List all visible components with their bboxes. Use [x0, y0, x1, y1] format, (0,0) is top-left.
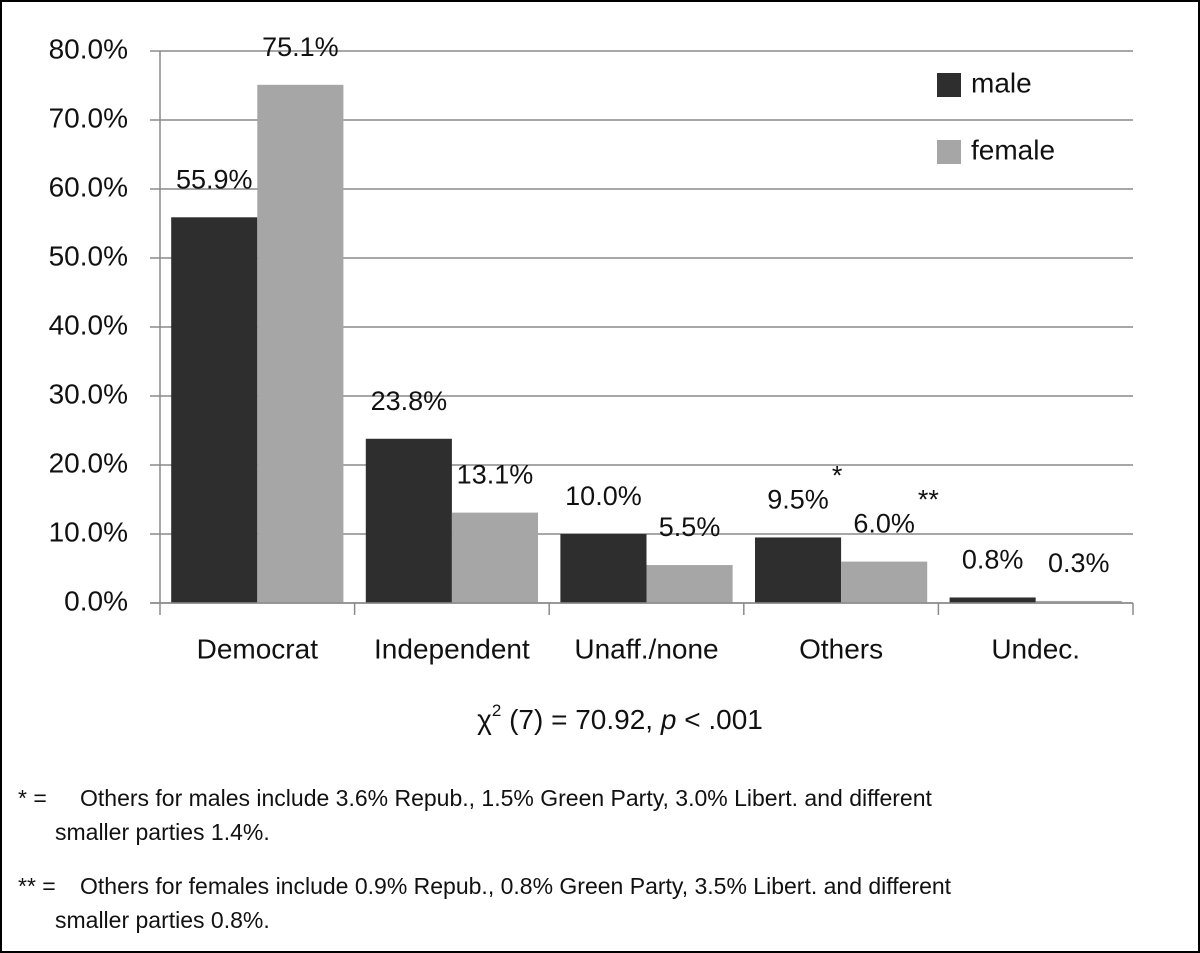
y-tick-label: 10.0% — [49, 516, 128, 547]
data-label: 75.1% — [262, 32, 339, 62]
x-tick-label: Undec. — [991, 633, 1080, 664]
y-tick-label: 60.0% — [49, 171, 128, 202]
data-label-note: * — [832, 461, 843, 491]
y-tick-label: 30.0% — [49, 378, 128, 409]
bar — [365, 438, 452, 603]
y-tick-label: 80.0% — [49, 33, 128, 64]
bar — [257, 84, 344, 603]
data-label: 23.8% — [371, 386, 448, 416]
bar — [560, 534, 647, 603]
footnote-marker: * = — [18, 785, 47, 811]
y-tick-label: 40.0% — [49, 309, 128, 340]
stat-italic: p — [660, 704, 677, 735]
footnote-text: smaller parties 0.8%. — [55, 907, 270, 933]
data-label: 13.1% — [457, 460, 534, 490]
footnote-text: Others for males include 3.6% Repub., 1.… — [80, 785, 932, 811]
stat-superscript: 2 — [492, 701, 501, 720]
bar — [1035, 600, 1122, 603]
x-tick-label: Others — [799, 633, 883, 664]
x-tick-label: Unaff./none — [574, 633, 718, 664]
data-label: 55.9% — [176, 164, 253, 194]
bar — [841, 561, 928, 603]
bar — [646, 565, 733, 603]
y-tick-label: 0.0% — [64, 585, 128, 616]
y-tick-label: 70.0% — [49, 102, 128, 133]
x-tick-label: Democrat — [197, 633, 319, 664]
data-label: 0.8% — [962, 545, 1024, 575]
data-label: 9.5% — [767, 485, 829, 515]
footnote-text: smaller parties 1.4%. — [55, 819, 270, 845]
data-label: 0.3% — [1048, 548, 1110, 578]
footnote-text: Others for females include 0.9% Repub., … — [80, 873, 952, 899]
bar — [754, 537, 842, 603]
bar — [451, 512, 539, 603]
data-label: 5.5% — [659, 512, 721, 542]
footnote-marker: ** = — [18, 873, 56, 899]
y-tick-label: 20.0% — [49, 447, 128, 478]
stat-end: < .001 — [676, 704, 762, 735]
legend-label: male — [971, 67, 1032, 98]
x-tick-label: Independent — [374, 633, 530, 664]
legend-swatch — [937, 140, 961, 164]
data-label: 6.0% — [853, 509, 915, 539]
legend-label: female — [971, 134, 1055, 165]
y-tick-label: 50.0% — [49, 240, 128, 271]
bar — [171, 217, 258, 604]
stat-middle: (7) = 70.92, — [501, 704, 661, 735]
data-label: 10.0% — [565, 481, 642, 511]
statistic: χ2 (7) = 70.92, p < .001 — [477, 701, 763, 735]
legend-swatch — [937, 73, 961, 97]
stat-symbol: χ — [477, 704, 492, 735]
data-label-note: ** — [918, 485, 940, 515]
bar — [949, 597, 1036, 603]
